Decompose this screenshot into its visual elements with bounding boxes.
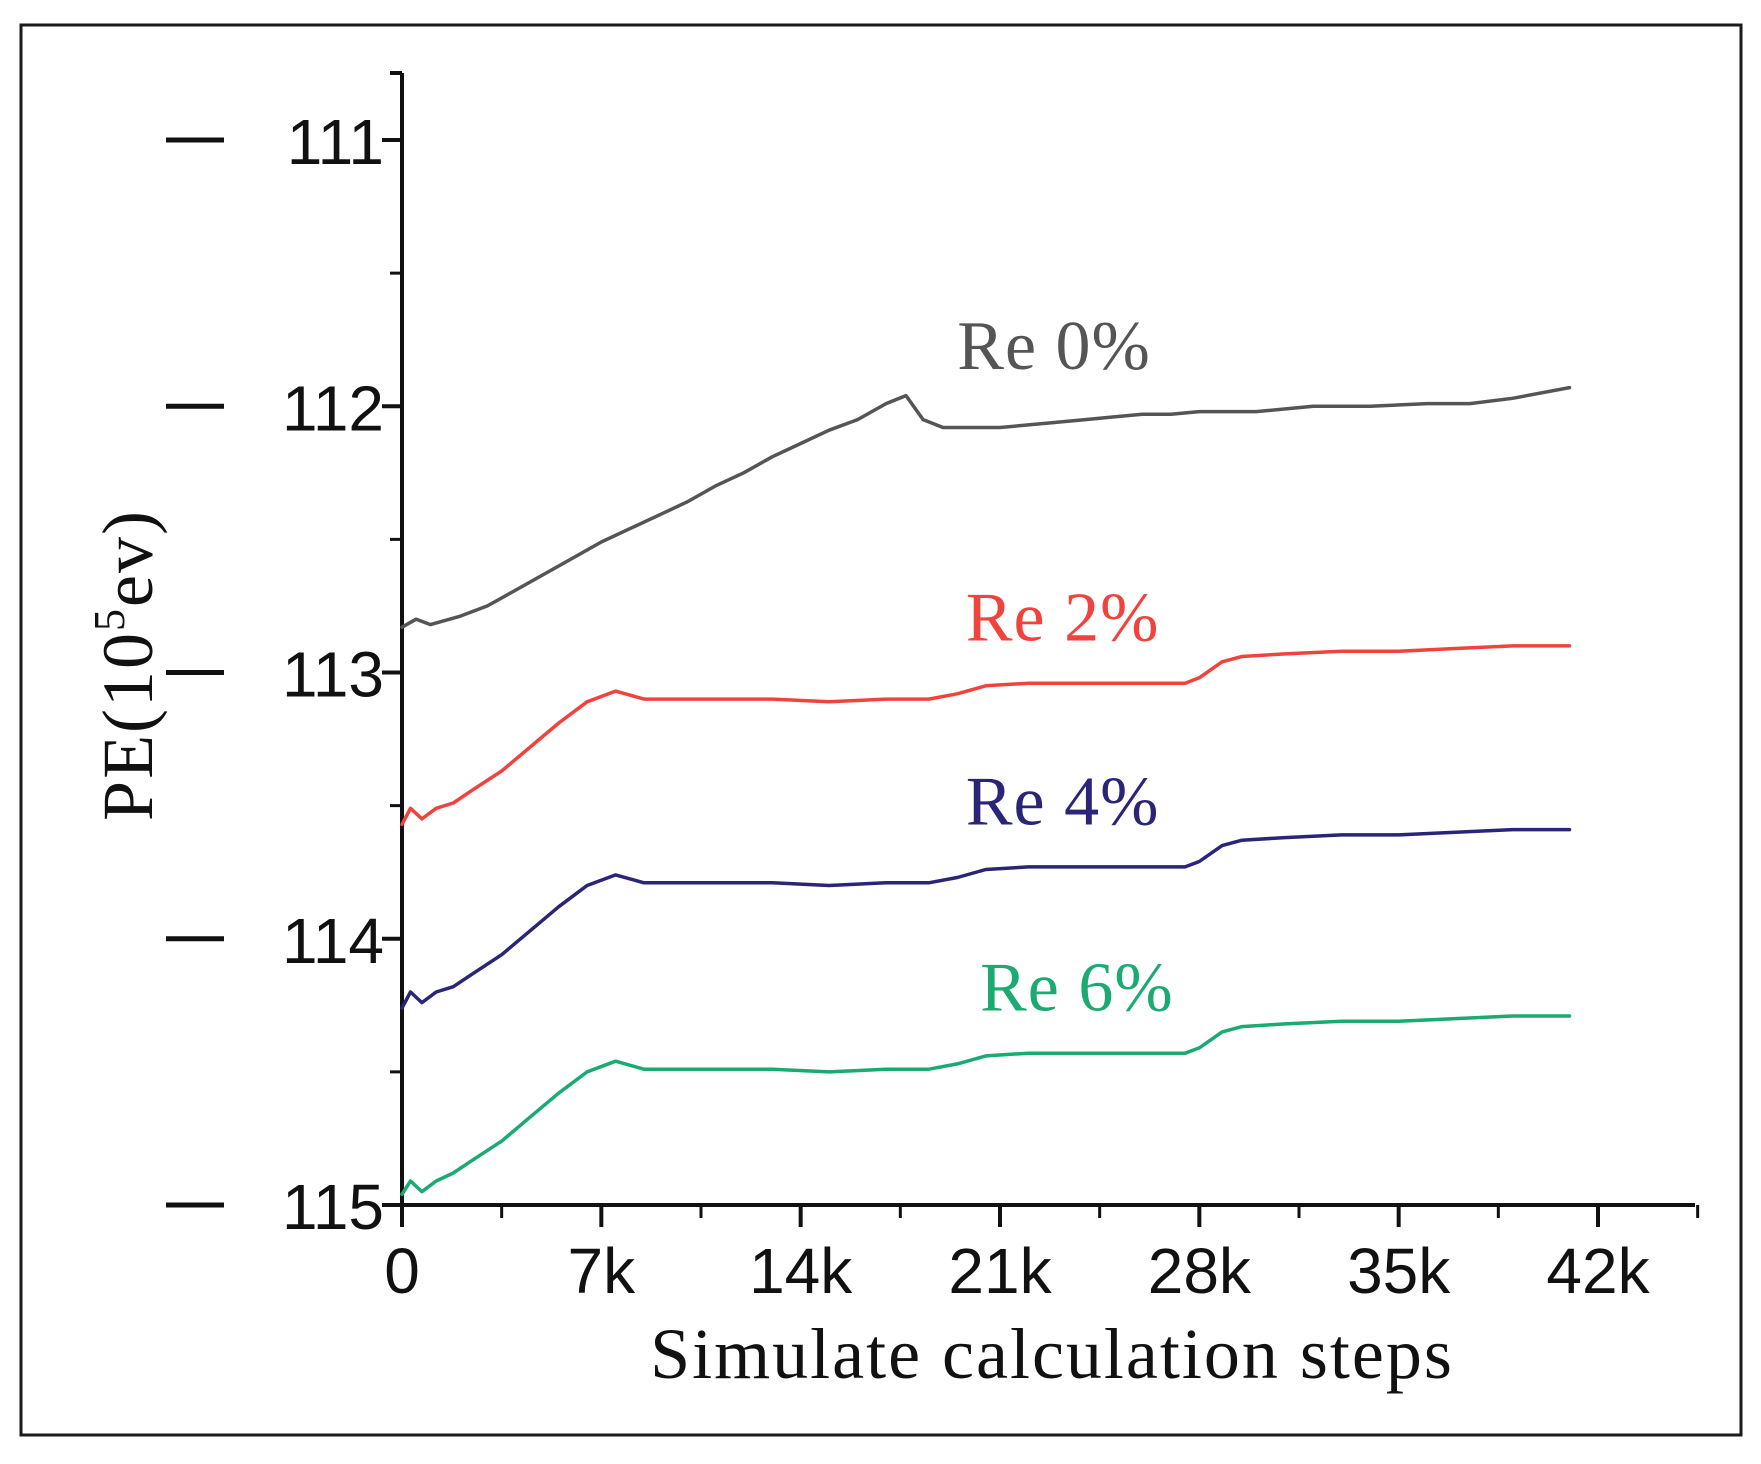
- y-tick-label: 115: [282, 1171, 384, 1243]
- x-tick-label: 28k: [1148, 1235, 1252, 1307]
- series-label-re-6: Re 6%: [980, 950, 1174, 1027]
- y-axis-title-prefix: PE(10: [88, 631, 168, 821]
- series-line-re-4: [400, 827, 1572, 1010]
- labels-layer: Re 0% Re 2% Re 4% Re 6%: [957, 308, 1174, 1027]
- series-label-re-2: Re 2%: [966, 580, 1160, 657]
- x-tick-label: 21k: [948, 1235, 1052, 1307]
- y-tick-label: 112: [282, 372, 384, 444]
- series-label-re-4: Re 4%: [966, 763, 1160, 840]
- x-tick-label: 42k: [1546, 1235, 1650, 1307]
- series-line-re-0: [400, 385, 1572, 629]
- x-tick-label: 0: [384, 1235, 420, 1307]
- y-tick-label: 113: [282, 639, 384, 711]
- series-line-re-6: [400, 1014, 1572, 1197]
- series-layer: [400, 385, 1572, 1197]
- x-axis-title: Simulate calculation steps: [650, 1314, 1454, 1394]
- y-tick-label: 111: [287, 106, 384, 178]
- x-tick-label: 35k: [1347, 1235, 1451, 1307]
- x-tick-label: 7k: [568, 1235, 637, 1307]
- y-axis-title: PE(105ev): [85, 509, 168, 821]
- x-tick-label: 14k: [749, 1235, 853, 1307]
- figure-border: [19, 23, 1743, 1437]
- series-line-re-2: [400, 644, 1572, 827]
- series-label-re-0: Re 0%: [957, 308, 1151, 385]
- y-tick-label: 114: [282, 905, 384, 977]
- y-axis-title-superscript: 5: [85, 607, 134, 631]
- y-axis-title-suffix: ev): [88, 509, 168, 607]
